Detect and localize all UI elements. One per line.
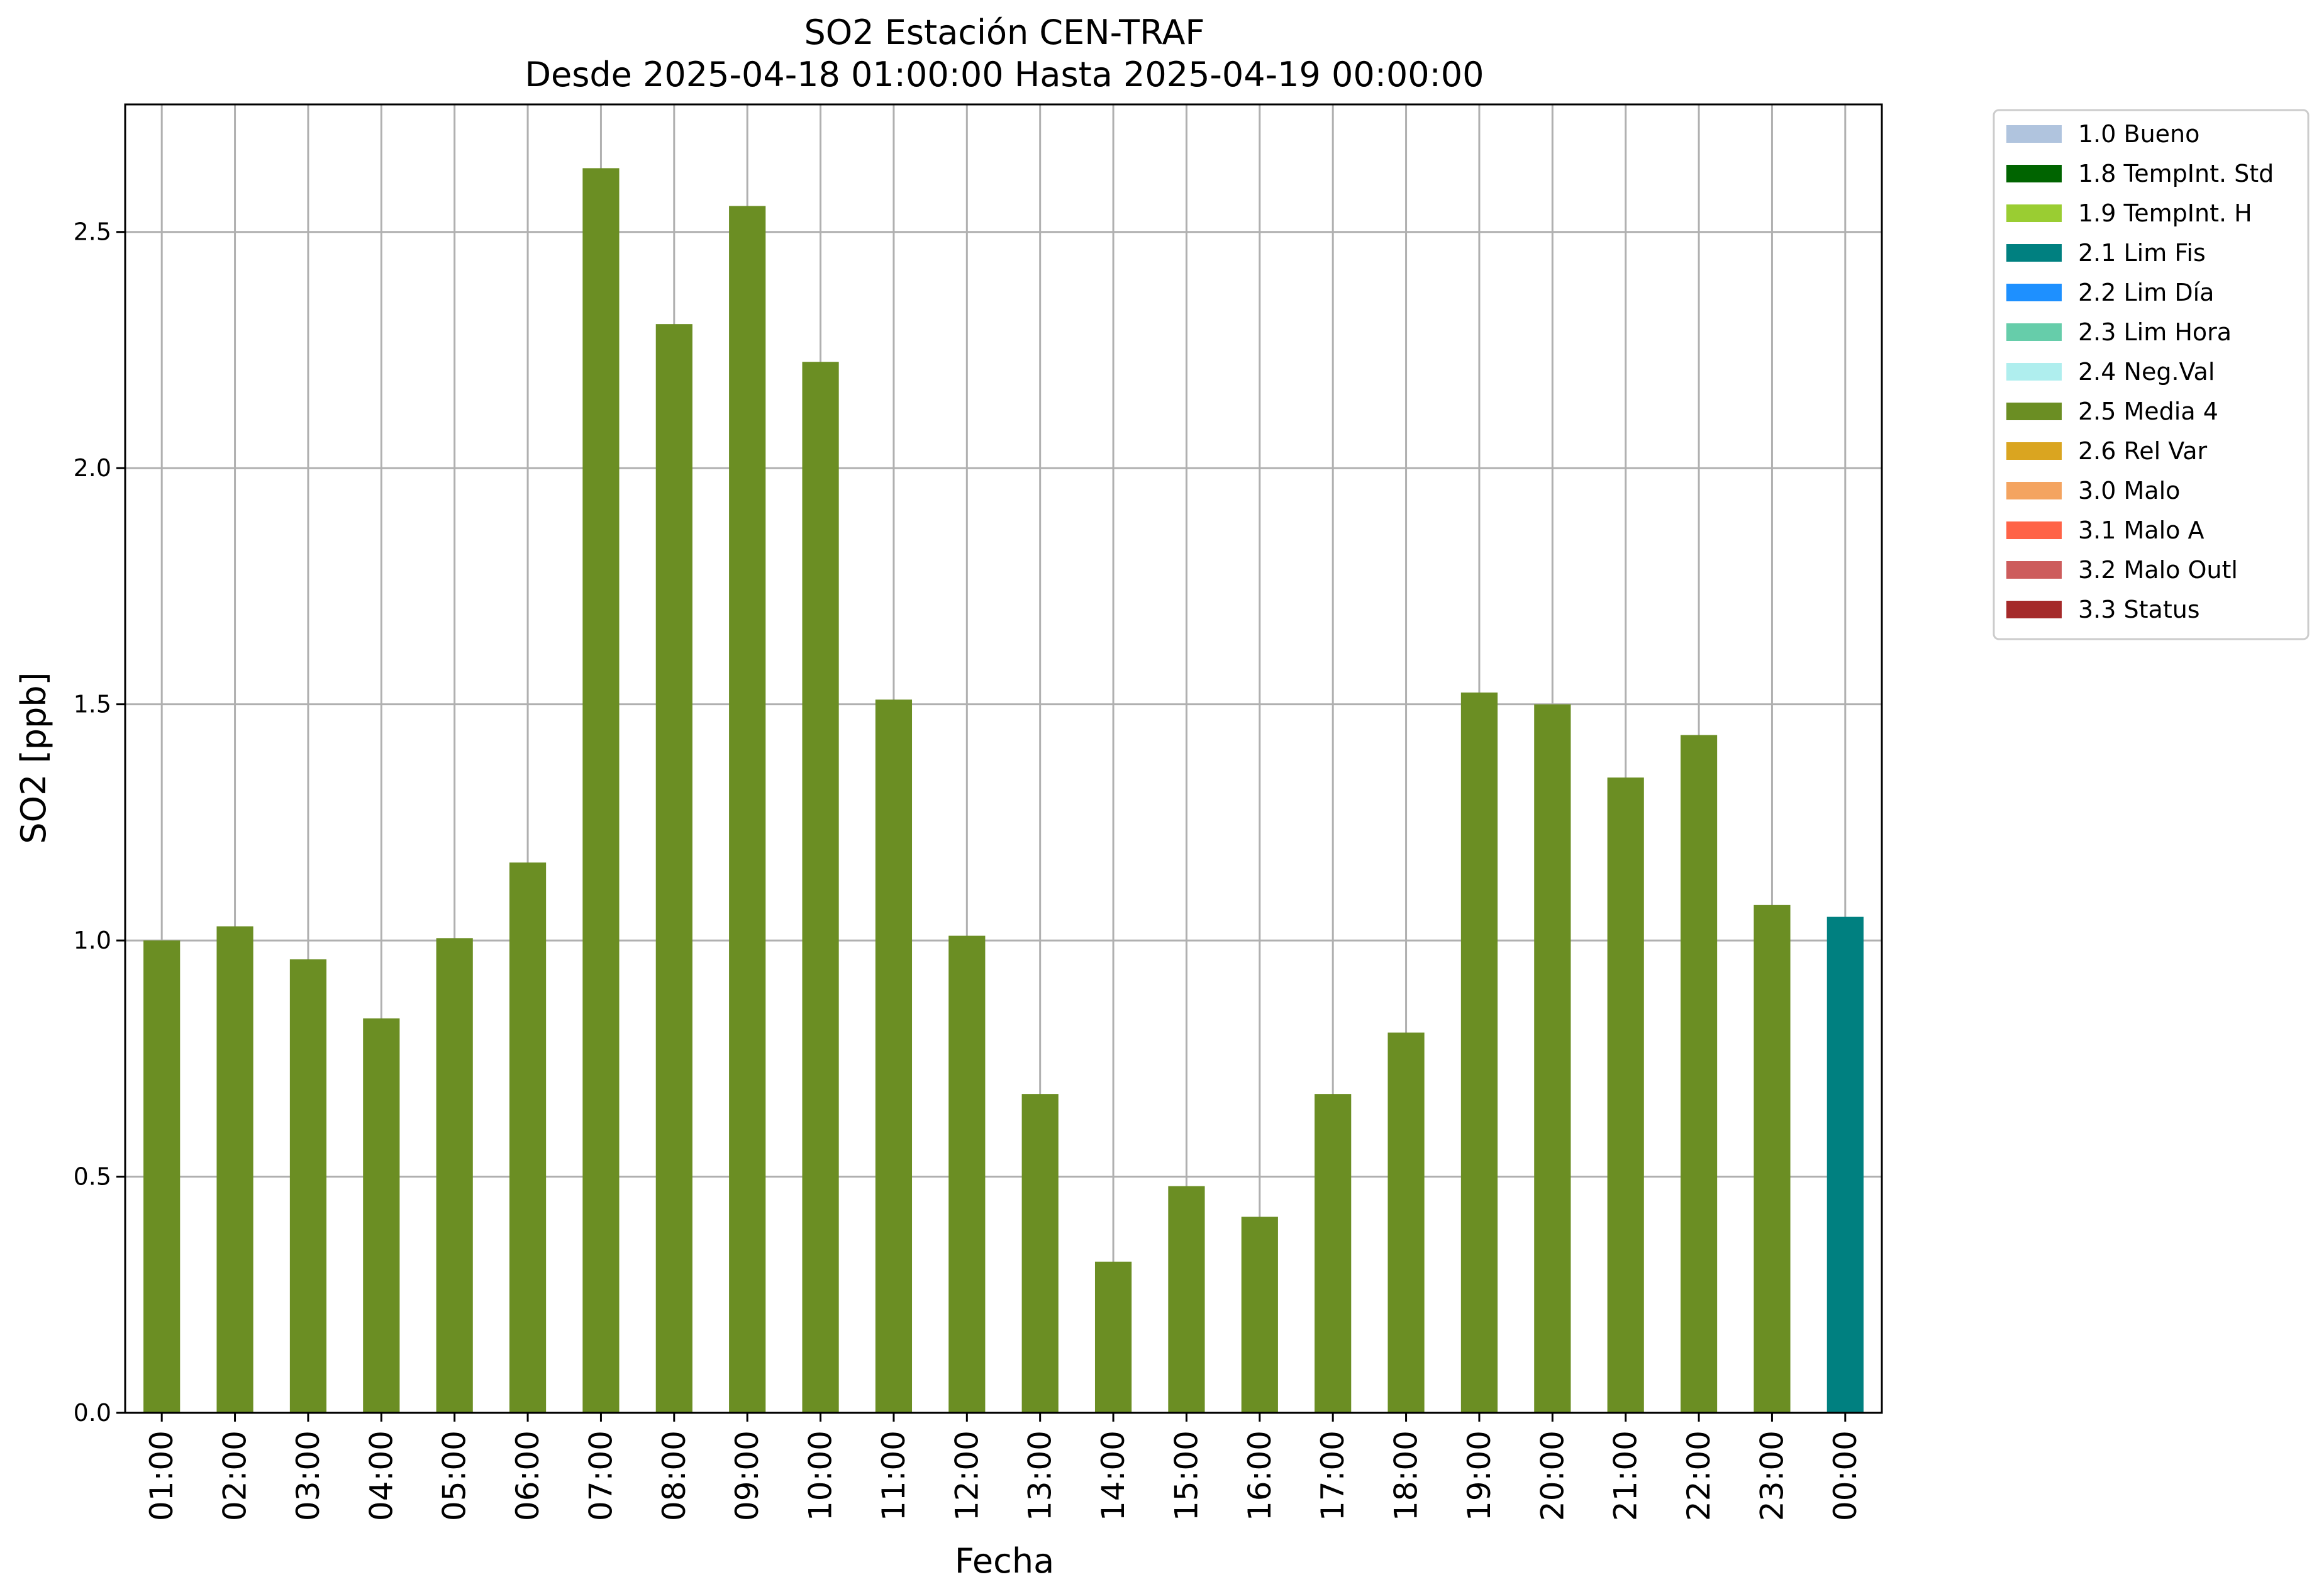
y-tick-label: 1.5 — [74, 691, 111, 718]
chart-title: SO2 Estación CEN-TRAF — [804, 13, 1204, 52]
bar-1900 — [1460, 692, 1498, 1413]
x-tick-label: 20:00 — [1534, 1430, 1571, 1521]
bar-2300 — [1754, 905, 1791, 1413]
bar-1200 — [948, 935, 986, 1413]
x-tick-label: 17:00 — [1315, 1430, 1351, 1521]
y-tick-label: 0.5 — [74, 1163, 111, 1191]
x-axis-label: Fecha — [955, 1541, 1054, 1581]
legend-label: 1.9 TempInt. H — [2078, 199, 2252, 227]
x-tick-label: 22:00 — [1681, 1430, 1717, 1521]
bar-1800 — [1387, 1032, 1425, 1413]
legend-swatch — [2006, 363, 2062, 381]
x-axis-ticks: 01:00 02:00 03:00 04:00 05:00 06:00 07:00 08:00… — [143, 1413, 1864, 1521]
x-tick-label: 10:00 — [803, 1430, 839, 1521]
bar-2200 — [1680, 735, 1718, 1413]
y-tick-label: 1.0 — [74, 927, 111, 954]
x-tick-label: 08:00 — [656, 1430, 692, 1521]
legend-swatch — [2006, 204, 2062, 222]
bar-0300 — [289, 959, 327, 1413]
x-tick-label: 03:00 — [290, 1430, 326, 1521]
bar-0900 — [729, 206, 766, 1413]
legend-label: 2.1 Lim Fis — [2078, 239, 2206, 267]
legend-label: 3.0 Malo — [2078, 477, 2180, 504]
bar-0800 — [655, 324, 692, 1413]
x-tick-label: 04:00 — [363, 1430, 399, 1521]
bar-0000 — [1826, 917, 1864, 1413]
y-axis-ticks: 0.0 0.5 1.0 1.5 2.0 2.5 — [74, 218, 125, 1427]
y-tick-label: 2.0 — [74, 454, 111, 482]
x-tick-label: 12:00 — [948, 1430, 985, 1521]
x-tick-label: 06:00 — [509, 1430, 546, 1521]
bars — [143, 168, 1864, 1413]
bar-2100 — [1607, 777, 1644, 1413]
x-tick-label: 16:00 — [1242, 1430, 1278, 1521]
legend-label: 3.2 Malo Outl — [2078, 556, 2238, 584]
x-tick-label: 00:00 — [1827, 1430, 1864, 1521]
bar-1300 — [1021, 1094, 1059, 1413]
legend-frame — [1993, 109, 2310, 640]
legend-swatch — [2006, 244, 2062, 262]
legend-label: 2.5 Media 4 — [2078, 398, 2218, 425]
x-tick-label: 02:00 — [217, 1430, 253, 1521]
legend-swatch — [2006, 601, 2062, 618]
legend-swatch — [2006, 482, 2062, 499]
legend-swatch — [2006, 521, 2062, 539]
x-tick-label: 23:00 — [1754, 1430, 1790, 1521]
x-tick-label: 05:00 — [436, 1430, 473, 1521]
x-tick-label: 07:00 — [582, 1430, 619, 1521]
legend-label: 2.3 Lim Hora — [2078, 318, 2232, 346]
legend-label: 3.3 Status — [2078, 596, 2200, 623]
bar-1000 — [802, 362, 839, 1413]
legend-swatch — [2006, 403, 2062, 420]
x-tick-label: 15:00 — [1168, 1430, 1204, 1521]
plot-frame — [124, 103, 1883, 1414]
x-tick-label: 01:00 — [143, 1430, 180, 1521]
bar-2000 — [1534, 704, 1571, 1413]
bar-0500 — [436, 938, 473, 1413]
legend-label: 2.6 Rel Var — [2078, 437, 2208, 465]
bar-0100 — [143, 940, 181, 1413]
bar-0200 — [216, 926, 253, 1413]
bar-1400 — [1094, 1261, 1132, 1413]
y-tick-label: 0.0 — [74, 1399, 111, 1427]
legend-swatch — [2006, 323, 2062, 341]
bar-1500 — [1168, 1186, 1205, 1413]
bar-1100 — [875, 699, 913, 1413]
bar-0400 — [363, 1018, 400, 1413]
legend-swatch — [2006, 165, 2062, 182]
y-axis-label: SO2 [ppb] — [14, 672, 53, 844]
y-tick-label: 2.5 — [74, 218, 111, 246]
legend-label: 2.4 Neg.Val — [2078, 358, 2215, 386]
legend-label: 2.2 Lim Día — [2078, 279, 2214, 306]
x-tick-label: 18:00 — [1388, 1430, 1425, 1521]
legend-swatch — [2006, 561, 2062, 579]
legend-label: 3.1 Malo A — [2078, 516, 2204, 544]
legend-label: 1.8 TempInt. Std — [2078, 160, 2274, 187]
bar-0600 — [509, 862, 547, 1413]
x-tick-label: 11:00 — [876, 1430, 912, 1521]
chart-subtitle: Desde 2025-04-18 01:00:00 Hasta 2025-04-… — [525, 55, 1484, 94]
x-tick-label: 09:00 — [729, 1430, 765, 1521]
x-tick-label: 14:00 — [1095, 1430, 1131, 1521]
x-tick-label: 19:00 — [1461, 1430, 1498, 1521]
x-tick-label: 21:00 — [1608, 1430, 1644, 1521]
legend-label: 1.0 Bueno — [2078, 120, 2199, 148]
bar-1600 — [1241, 1217, 1278, 1413]
legend: 1.0 Bueno 1.8 TempInt. Std 1.9 TempInt. H 2… — [1993, 109, 2310, 640]
x-tick-label: 13:00 — [1022, 1430, 1059, 1521]
legend-swatch — [2006, 125, 2062, 143]
bar-1700 — [1315, 1094, 1352, 1413]
legend-swatch — [2006, 442, 2062, 460]
bar-0700 — [582, 168, 620, 1413]
legend-swatch — [2006, 284, 2062, 301]
